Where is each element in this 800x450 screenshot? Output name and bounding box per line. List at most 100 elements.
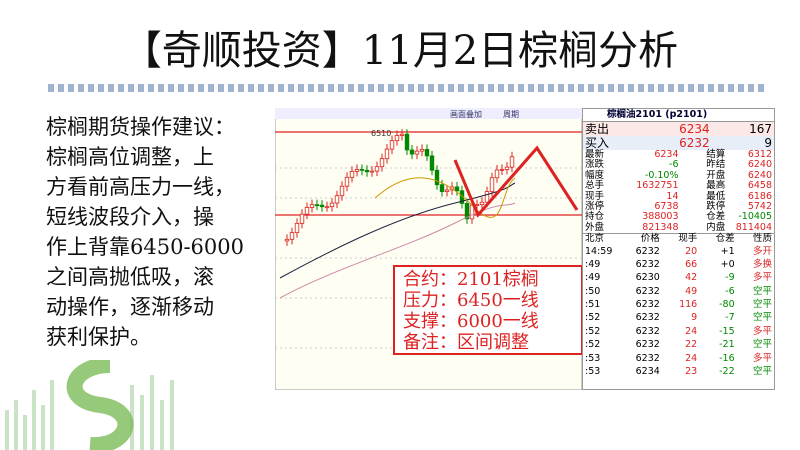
cell: 5742 [747, 200, 772, 212]
cell: :53 [585, 352, 601, 364]
candle [379, 158, 385, 168]
cell: 24 [685, 325, 698, 337]
cell: 内盘 [706, 221, 726, 233]
cell: 6234 [654, 149, 679, 160]
cell: 6312 [747, 149, 772, 160]
divider [48, 84, 768, 92]
cell: 价格 [640, 233, 660, 245]
advice-line: 动操作，逐渐移动 [46, 295, 214, 319]
cell: 6240 [747, 169, 772, 181]
cell: 最高 [706, 180, 726, 192]
cell: 14 [666, 190, 679, 202]
cell: 24 [685, 352, 698, 364]
cell: 最低 [706, 190, 726, 202]
candle [304, 207, 310, 215]
tick-row: :49 6232 66 +0 多换 [583, 258, 774, 271]
candle [494, 169, 500, 179]
cell: 6232 [635, 339, 660, 351]
tick-row: :52 6232 22 -21 空平 [583, 338, 774, 351]
advice-line: 方看前高压力一线， [46, 175, 235, 199]
cell: 6232 [635, 325, 660, 337]
candle [364, 169, 370, 173]
cell: 现手 [678, 233, 698, 245]
cell: :51 [585, 299, 601, 311]
cell: 空平 [753, 366, 773, 378]
cell: 空平 [753, 339, 773, 351]
candle [489, 177, 495, 192]
cell: :52 [585, 325, 601, 337]
cell: 北京 [585, 233, 605, 245]
candle [349, 171, 355, 178]
stat-row: 最新 6234 结算 6312 [583, 149, 774, 160]
cell: 6230 [635, 272, 660, 284]
tick-header: 北京 价格 现手 仓差 性质 [583, 233, 774, 244]
candle [399, 133, 405, 136]
cell: 空平 [753, 312, 773, 324]
tick-row: :49 6230 42 -9 多平 [583, 271, 774, 284]
tick-row: :53 6232 24 -16 多平 [583, 352, 774, 365]
cell: 388003 [642, 211, 679, 223]
candle [294, 222, 300, 234]
candle [474, 204, 480, 206]
cell: 6234 [679, 122, 710, 136]
cell: 22 [685, 339, 698, 351]
cell: 167 [749, 122, 772, 136]
quote-title: 棕榈油2101 (p2101) [583, 109, 774, 122]
tick-row: 14:59 6232 20 +1 多开 [583, 245, 774, 258]
cell: 仓差 [715, 233, 735, 245]
advice-line: 棕榈高位调整，上 [46, 145, 214, 169]
candle [409, 149, 415, 155]
cell: -22 [719, 366, 735, 378]
cell: 49 [685, 285, 698, 297]
info-line: 压力：6450一线 [403, 290, 539, 311]
cell: 结算 [706, 149, 726, 160]
candle [424, 148, 430, 157]
order-row: 买入 6232 9 [583, 136, 774, 150]
cell: 多换 [753, 258, 773, 270]
advice-line: 短线波段介入，操 [46, 205, 214, 229]
cell: 买入 [585, 136, 610, 150]
cell: 多开 [753, 245, 773, 257]
cell: :52 [585, 312, 601, 324]
cell: 空平 [753, 285, 773, 297]
cell: 仓差 [706, 211, 726, 223]
cell: 外盘 [585, 221, 605, 233]
cell: -16 [719, 352, 735, 364]
toolbar-item: 周期 [503, 110, 519, 119]
ma-line [279, 202, 516, 299]
cell: -15 [719, 325, 735, 337]
advice-line: 作上背靠6450-6000 [46, 235, 244, 259]
advice-text: 棕榈期货操作建议： 棕榈高位调整，上 方看前高压力一线， 短线波段介入，操 作上背靠64… [46, 112, 244, 352]
candle [344, 176, 350, 187]
cell: +1 [720, 245, 735, 257]
candle [509, 156, 515, 168]
candle [464, 203, 470, 220]
stat-row: 涨跌 -6 昨结 6240 [583, 159, 774, 171]
candle [284, 238, 290, 242]
cell: -80 [719, 299, 735, 311]
cell: :49 [585, 258, 601, 270]
cell: 多平 [753, 352, 773, 364]
cell: 现手 [585, 190, 605, 202]
cell: 涨跌 [585, 159, 605, 171]
cell: :49 [585, 272, 601, 284]
stat-row: 持仓 388003 仓差 -10405 [583, 211, 774, 223]
candle [454, 186, 460, 192]
cell: 昨结 [706, 159, 726, 171]
stat-row: 幅度 -0.10% 开盘 6240 [583, 169, 774, 181]
candle [394, 135, 400, 142]
cell: 6738 [654, 200, 679, 212]
cell: 9 [691, 312, 698, 324]
cell: -7 [725, 312, 735, 324]
quote-panel: 棕榈油2101 (p2101) 卖出 6234 167 买入 6232 9 最新 6234 结算 6… [582, 108, 775, 390]
cell: 开盘 [706, 169, 726, 181]
stat-row: 现手 14 最低 6186 [583, 190, 774, 202]
arrow [453, 145, 579, 218]
toolbar [275, 108, 582, 119]
cell: 性质 [753, 233, 773, 245]
decoration [5, 360, 174, 450]
candle [314, 204, 320, 207]
cell: :53 [585, 366, 601, 378]
cell: 6232 [635, 245, 660, 257]
